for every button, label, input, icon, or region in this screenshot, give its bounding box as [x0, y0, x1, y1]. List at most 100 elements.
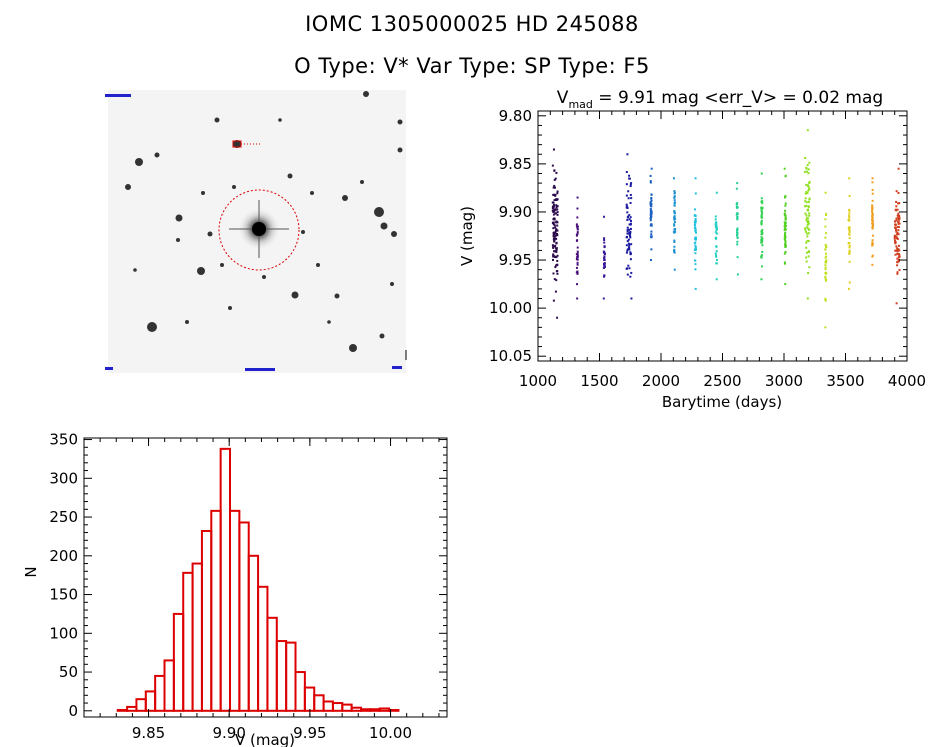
- lc-point: [807, 255, 810, 258]
- lc-point: [715, 228, 718, 231]
- lc-point: [556, 213, 559, 216]
- lc-point: [628, 174, 631, 177]
- lc-point: [628, 228, 631, 231]
- lc-season-11: [803, 129, 811, 300]
- lc-point: [804, 157, 807, 160]
- lc-point: [673, 251, 676, 254]
- lc-point: [556, 232, 559, 235]
- lc-point: [603, 274, 606, 277]
- lc-point: [650, 199, 653, 202]
- lc-point: [649, 174, 652, 177]
- hist-ytick-label: 150: [49, 586, 78, 604]
- lc-point: [694, 177, 697, 180]
- lc-point: [824, 261, 827, 264]
- lc-point: [760, 222, 763, 225]
- lc-point: [761, 206, 764, 209]
- hist-ytick-label: 50: [59, 663, 78, 681]
- lc-point: [805, 201, 808, 204]
- lc-point: [650, 211, 653, 214]
- lc-point: [673, 239, 676, 242]
- lc-point: [715, 221, 718, 224]
- lc-point: [715, 232, 718, 235]
- lc-point: [694, 220, 697, 223]
- lc-point: [673, 241, 676, 244]
- lc-point: [825, 259, 828, 262]
- lc-point: [847, 226, 850, 229]
- lc-point: [848, 260, 851, 263]
- hist-bar: [378, 707, 391, 712]
- lc-point: [672, 177, 675, 180]
- lc-point: [898, 268, 901, 271]
- hist-bar: [144, 690, 157, 712]
- hist-bar: [126, 705, 138, 712]
- lc-point: [898, 253, 901, 256]
- lc-point: [896, 231, 899, 234]
- hist-bar: [257, 585, 269, 712]
- lc-point: [714, 231, 717, 234]
- lc-point: [898, 255, 901, 258]
- lc-point: [760, 209, 763, 212]
- lc-point: [556, 316, 559, 319]
- lc-point: [897, 216, 900, 219]
- lc-point: [556, 270, 559, 273]
- lc-point: [626, 218, 629, 221]
- lc-point: [603, 262, 606, 265]
- lc-point: [626, 226, 629, 229]
- lc-point: [736, 232, 739, 235]
- lc-point: [628, 214, 631, 217]
- lc-point: [896, 272, 899, 275]
- lc-point: [629, 185, 632, 188]
- lc-point: [871, 209, 874, 212]
- lc-season-5: [672, 177, 677, 271]
- lc-point: [760, 215, 763, 218]
- lc-point: [694, 192, 697, 195]
- hist-ytick-label: 200: [49, 547, 78, 565]
- lc-point: [714, 215, 717, 218]
- hist-bar: [275, 640, 288, 712]
- lc-point: [808, 197, 811, 200]
- lc-xtick-label: 4000: [888, 372, 926, 390]
- lc-point: [650, 223, 653, 226]
- lc-point: [626, 211, 629, 214]
- lc-point: [783, 212, 786, 215]
- lc-point: [806, 297, 809, 300]
- lc-point: [694, 208, 697, 211]
- lc-point: [736, 206, 739, 209]
- lc-point: [553, 245, 556, 248]
- lc-point: [625, 244, 628, 247]
- lc-point: [673, 190, 676, 193]
- lc-point: [575, 223, 578, 226]
- lc-point: [898, 216, 901, 219]
- lc-point: [895, 209, 898, 212]
- lc-point: [650, 196, 653, 199]
- lc-point: [553, 278, 556, 281]
- lc-point: [824, 225, 827, 228]
- lc-point: [784, 245, 787, 248]
- lc-point: [553, 186, 556, 189]
- lc-point: [628, 232, 631, 235]
- lc-point: [805, 246, 808, 249]
- lc-point: [673, 228, 676, 231]
- lc-point: [760, 223, 763, 226]
- lc-point: [625, 235, 628, 238]
- hist-bar: [238, 521, 250, 712]
- lc-point: [603, 250, 606, 253]
- lc-point: [871, 211, 874, 214]
- lc-season-12: [824, 191, 828, 329]
- lc-point: [806, 184, 809, 187]
- lc-point: [649, 219, 652, 222]
- lc-point: [784, 216, 787, 219]
- lc-point: [556, 224, 559, 227]
- lc-point: [824, 256, 827, 259]
- lc-point: [736, 243, 739, 246]
- lc-point: [760, 278, 763, 281]
- lc-point: [715, 254, 718, 257]
- lc-point: [824, 232, 827, 235]
- lc-point: [871, 255, 874, 258]
- hist-bar: [294, 671, 306, 712]
- hist-bar: [191, 562, 203, 712]
- lc-point: [760, 214, 763, 217]
- lc-point: [761, 239, 764, 242]
- lc-point: [784, 250, 787, 253]
- lc-point: [871, 215, 874, 218]
